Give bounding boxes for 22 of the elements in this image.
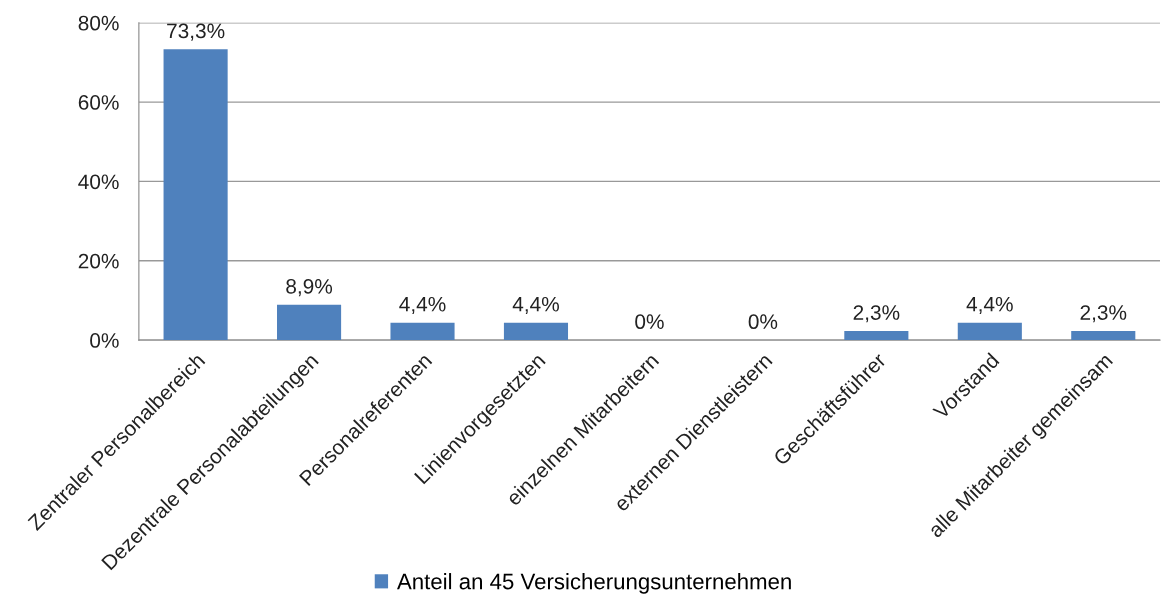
- bar: [390, 322, 455, 341]
- data-label: 73,3%: [167, 23, 225, 41]
- bar: [277, 304, 342, 341]
- bar: [844, 330, 909, 341]
- data-label: 4,4%: [512, 296, 559, 315]
- y-tick-label: 40%: [78, 174, 119, 190]
- data-label: 2,3%: [1080, 305, 1127, 323]
- data-label: 4,4%: [966, 296, 1013, 315]
- y-tick-label: 0%: [90, 333, 119, 348]
- data-label: 2,3%: [853, 305, 900, 323]
- data-label: 0%: [635, 314, 664, 330]
- bar: [957, 322, 1022, 341]
- data-label: 0%: [748, 314, 778, 330]
- legend-label: Anteil an 45 Versicherungsunternehmen: [397, 573, 791, 594]
- data-label: 4,4%: [399, 296, 446, 315]
- y-tick-label: 20%: [78, 253, 119, 269]
- bar: [1071, 330, 1136, 341]
- bar: [503, 322, 569, 341]
- y-tick-label: 60%: [78, 95, 119, 110]
- data-label: 8,9%: [286, 278, 333, 297]
- y-tick-label: 80%: [78, 15, 119, 31]
- bar: [163, 49, 228, 341]
